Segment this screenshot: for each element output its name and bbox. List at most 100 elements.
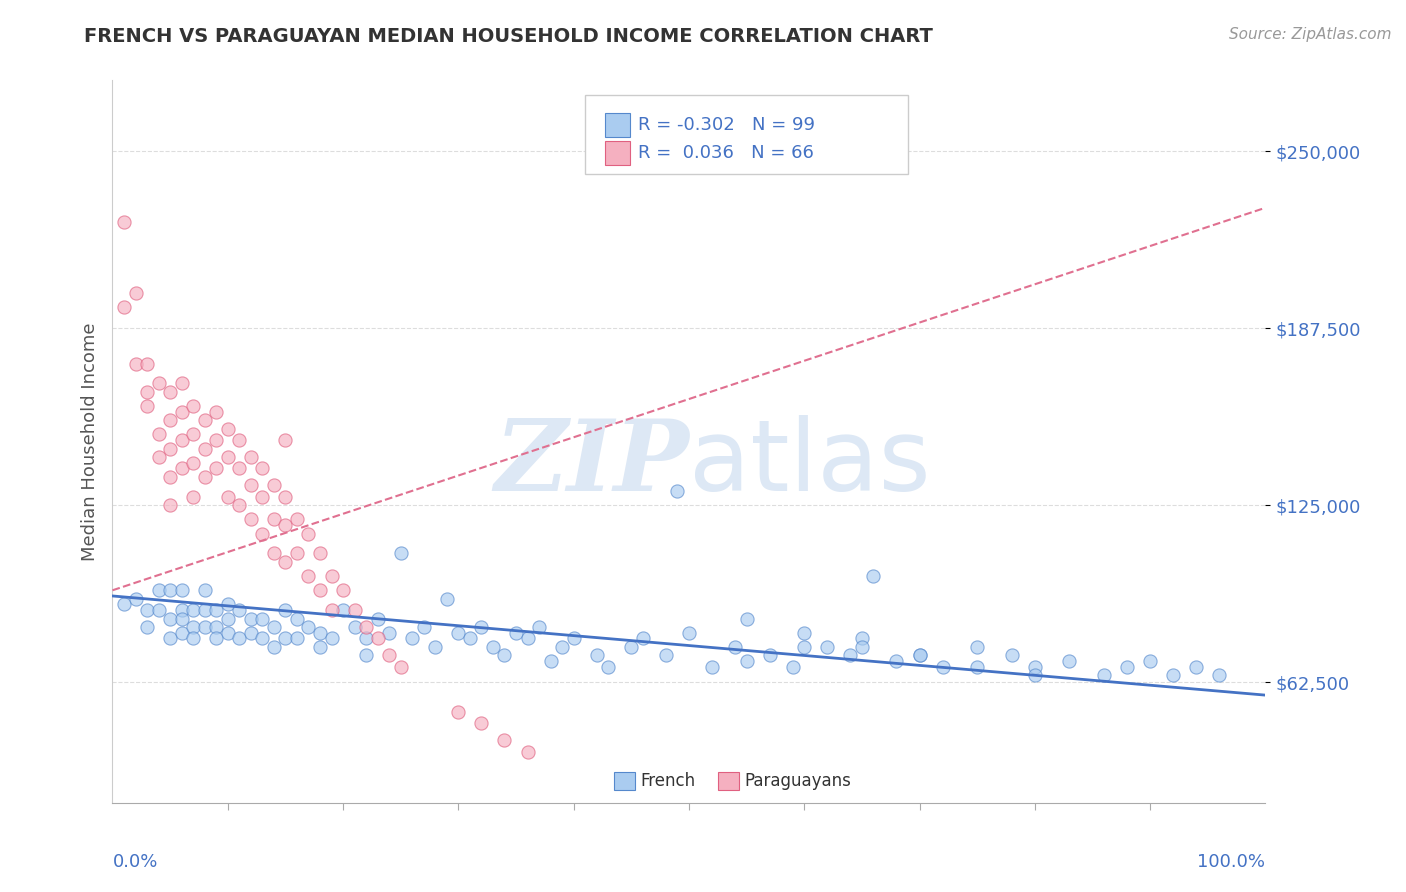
Point [494, 733, 516, 747]
Point [170, 603, 193, 617]
Point [170, 376, 193, 391]
Bar [718, 772, 738, 789]
Point [389, 546, 412, 560]
Point [112, 300, 135, 314]
Point [378, 648, 401, 663]
Point [851, 640, 873, 654]
Bar [605, 112, 630, 136]
Point [297, 526, 319, 541]
Point [263, 640, 285, 654]
Point [309, 640, 332, 654]
Point [194, 583, 217, 598]
Point [585, 648, 607, 663]
Point [136, 603, 159, 617]
Point [735, 612, 758, 626]
Point [470, 620, 492, 634]
Point [217, 490, 239, 504]
Point [724, 640, 747, 654]
Point [136, 357, 159, 371]
Bar [605, 141, 630, 165]
Point [494, 648, 516, 663]
Point [148, 427, 170, 442]
Point [447, 705, 470, 719]
Point [159, 470, 181, 484]
Point [159, 442, 181, 456]
Point [274, 555, 297, 569]
Point [148, 583, 170, 598]
Text: Source: ZipAtlas.com: Source: ZipAtlas.com [1229, 27, 1392, 42]
Point [782, 660, 804, 674]
Point [309, 546, 332, 560]
Point [655, 648, 678, 663]
Point [309, 625, 332, 640]
Text: 0.0%: 0.0% [112, 854, 157, 871]
Point [181, 620, 204, 634]
Point [148, 603, 170, 617]
Point [124, 591, 146, 606]
Text: atlas: atlas [689, 415, 931, 512]
Point [181, 632, 204, 646]
Point [252, 490, 274, 504]
Point [793, 640, 815, 654]
Point [631, 632, 654, 646]
Point [851, 632, 873, 646]
Point [908, 648, 931, 663]
Point [181, 399, 204, 413]
Point [505, 625, 527, 640]
Point [217, 422, 239, 436]
Point [194, 413, 217, 427]
Point [205, 632, 228, 646]
Point [332, 583, 354, 598]
Point [321, 603, 343, 617]
Point [367, 632, 389, 646]
Point [551, 640, 574, 654]
Point [447, 625, 470, 640]
Point [1024, 668, 1046, 682]
Point [136, 399, 159, 413]
Point [217, 450, 239, 464]
Point [263, 546, 285, 560]
Point [159, 498, 181, 512]
Point [274, 490, 297, 504]
Point [194, 442, 217, 456]
Point [1208, 668, 1230, 682]
Point [274, 632, 297, 646]
Point [181, 490, 204, 504]
Point [181, 427, 204, 442]
Point [815, 640, 838, 654]
Point [886, 654, 908, 668]
Point [285, 512, 308, 526]
Point [527, 620, 550, 634]
Point [205, 461, 228, 475]
Bar [614, 772, 634, 789]
Point [389, 660, 412, 674]
Point [297, 569, 319, 583]
Point [217, 625, 239, 640]
Point [159, 384, 181, 399]
Point [170, 405, 193, 419]
Point [285, 546, 308, 560]
Point [321, 632, 343, 646]
Point [124, 357, 146, 371]
Point [839, 648, 862, 663]
Text: FRENCH VS PARAGUAYAN MEDIAN HOUSEHOLD INCOME CORRELATION CHART: FRENCH VS PARAGUAYAN MEDIAN HOUSEHOLD IN… [84, 27, 934, 45]
Point [285, 632, 308, 646]
Point [170, 461, 193, 475]
Point [170, 612, 193, 626]
Point [252, 632, 274, 646]
Point [263, 478, 285, 492]
Point [516, 632, 538, 646]
Point [274, 603, 297, 617]
Point [239, 512, 262, 526]
Text: French: French [641, 772, 696, 789]
Point [1092, 668, 1115, 682]
Point [758, 648, 780, 663]
Point [297, 620, 319, 634]
Point [470, 716, 492, 731]
Text: 100.0%: 100.0% [1198, 854, 1265, 871]
Point [354, 620, 377, 634]
Point [401, 632, 423, 646]
Point [239, 612, 262, 626]
Point [1185, 660, 1208, 674]
Point [170, 583, 193, 598]
